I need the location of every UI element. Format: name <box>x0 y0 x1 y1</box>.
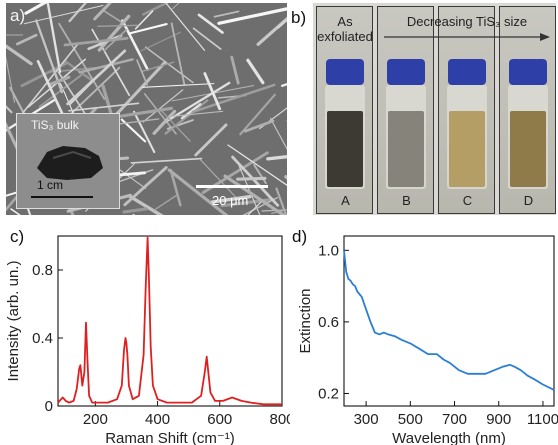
plot-frame <box>57 235 283 407</box>
as-exfoliated-label: As exfoliated <box>317 14 373 44</box>
vial-letter: C <box>462 193 473 208</box>
panel-label-d: d) <box>292 227 308 246</box>
vial-cap <box>326 59 364 85</box>
decreasing-size-label: Decreasing TiS₃ size <box>406 14 528 29</box>
x-tick-label: 800 <box>269 411 290 428</box>
sem-scale-bar <box>196 185 268 188</box>
x-tick-label: 600 <box>207 411 232 428</box>
vial-box-c: C <box>438 6 495 214</box>
x-tick-label: 1100 <box>527 411 558 428</box>
vial-liquid <box>449 111 485 187</box>
y-tick-label: 0.6 <box>318 314 339 331</box>
vial-cap <box>387 59 425 85</box>
x-tick-label: 500 <box>398 411 423 428</box>
vial-letter: B <box>402 193 411 208</box>
y-tick-label: 0.2 <box>318 385 339 402</box>
y-axis-label: Intensity (arb. un.) <box>5 261 22 382</box>
panel-label-a: a) <box>10 6 26 25</box>
x-axis-label: Raman Shift (cm⁻¹) <box>105 430 235 445</box>
extinction-chart: 300 500 700 900 1100 0.2 0.6 1.0 Wavelength (nm)… <box>297 235 558 445</box>
panel-label-b: b) <box>291 8 307 27</box>
sem-scale-label: 20 μm <box>212 193 249 208</box>
inset-scale-bar <box>31 196 93 198</box>
vial-liquid <box>327 111 363 187</box>
inset-scale-label: 1 cm <box>37 178 64 192</box>
vial-box-d: D <box>499 6 556 214</box>
plot-frame <box>343 235 555 407</box>
vial-liquid <box>510 111 546 187</box>
vial-letter: D <box>523 193 534 208</box>
series-line <box>57 236 282 406</box>
inset-label: TiS₃ bulk <box>31 118 79 132</box>
x-tick-label: 300 <box>354 411 379 428</box>
x-tick-label: 700 <box>442 411 467 428</box>
y-tick-label: 0 <box>45 398 53 415</box>
raman-chart: 200 400 600 800 0 0.4 0.8 Raman Shift (cm⁻¹) Int… <box>5 235 290 445</box>
vial-letter: A <box>341 193 350 208</box>
vial-box-b: B <box>377 6 434 214</box>
bulk-crystal-sample <box>37 146 103 180</box>
bulk-crystal-inset: TiS₃ bulk 1 cm <box>16 113 120 209</box>
y-tick-label: 0.4 <box>32 330 53 347</box>
decreasing-size-arrow <box>384 33 550 41</box>
x-tick-label: 900 <box>486 411 511 428</box>
sem-micrograph: TiS₃ bulk 1 cm 20 μm <box>6 3 287 215</box>
vial-box-a: A <box>316 6 373 214</box>
x-tick-label: 400 <box>145 411 170 428</box>
vial-liquid <box>388 111 424 187</box>
y-tick-label: 1.0 <box>318 242 339 259</box>
x-tick-label: 200 <box>83 411 108 428</box>
panel-label-c: c) <box>10 227 25 246</box>
series-line <box>343 250 555 391</box>
x-axis-label: Wavelength (nm) <box>392 430 506 445</box>
y-tick-label: 0.8 <box>32 262 53 279</box>
vial-cap <box>448 59 486 85</box>
vial-cap <box>509 59 547 85</box>
y-axis-label: Extinction <box>297 288 314 353</box>
